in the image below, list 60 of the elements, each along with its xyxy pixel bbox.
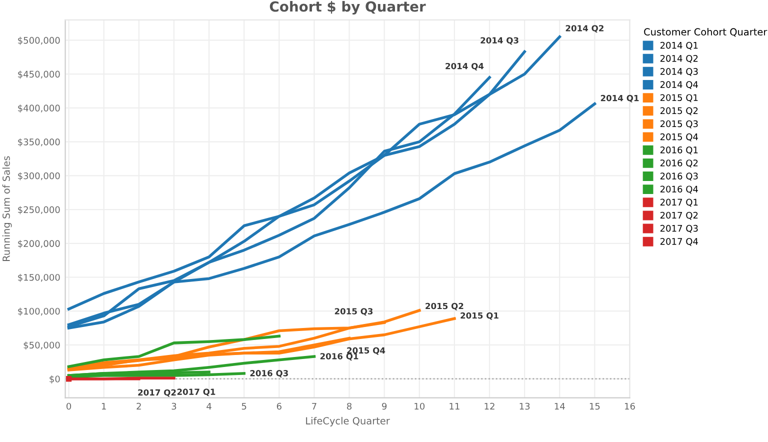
annotation: 2015 Q4 xyxy=(347,347,386,355)
x-tick-label: 15 xyxy=(590,402,600,410)
legend-label: 2014 Q2 xyxy=(660,54,698,63)
x-tick-label: 4 xyxy=(206,402,212,410)
legend-title: Customer Cohort Quarter xyxy=(644,28,768,37)
y-tick-label: $100,000 xyxy=(18,308,60,316)
x-tick-label: 6 xyxy=(276,402,282,410)
annotation: 2014 Q4 xyxy=(446,62,484,70)
y-tick-label: $350,000 xyxy=(18,138,60,147)
legend-label: 2017 Q2 xyxy=(660,212,698,220)
y-tick-label: $50,000 xyxy=(24,342,60,350)
x-tick-label: 2 xyxy=(136,402,141,410)
legend-label: 2015 Q4 xyxy=(660,133,698,142)
chart-title: Cohort $ by Quarter xyxy=(270,1,426,15)
legend-label: 2016 Q2 xyxy=(660,160,698,168)
y-tick-label: $400,000 xyxy=(18,104,60,113)
y-tick-label: $300,000 xyxy=(18,172,60,180)
annotation: 2014 Q2 xyxy=(566,25,604,32)
annotation: 2015 Q1 xyxy=(460,312,498,320)
legend-label: 2016 Q1 xyxy=(660,146,698,154)
y-tick-label: $0 xyxy=(50,375,60,384)
y-tick-label: $250,000 xyxy=(18,206,60,214)
x-tick-label: 7 xyxy=(312,402,316,410)
x-tick-label: 16 xyxy=(625,402,635,410)
annotation: 2016 Q3 xyxy=(250,370,288,378)
x-tick-label: 1 xyxy=(102,402,106,410)
x-tick-label: 5 xyxy=(242,402,246,410)
x-tick-label: 3 xyxy=(172,402,176,410)
annotation: 2015 Q3 xyxy=(334,308,373,316)
x-tick-label: 13 xyxy=(520,402,530,410)
legend-label: 2014 Q3 xyxy=(660,68,698,76)
annotation: 2014 Q3 xyxy=(480,37,518,45)
x-tick-label: 8 xyxy=(347,402,352,410)
y-tick-label: $450,000 xyxy=(18,70,60,79)
annotation: 2016 Q1 xyxy=(320,353,358,360)
legend-label: 2016 Q4 xyxy=(660,186,698,194)
x-tick-label: 10 xyxy=(414,402,425,410)
y-tick-label: $200,000 xyxy=(18,240,60,248)
legend-label: 2015 Q3 xyxy=(660,120,698,128)
y-tick-label: $500,000 xyxy=(18,36,60,45)
legend-label: 2017 Q1 xyxy=(660,198,698,207)
x-tick-label: 14 xyxy=(554,402,565,410)
legend-label: 2014 Q4 xyxy=(660,81,698,89)
y-tick-label: $150,000 xyxy=(18,274,60,282)
x-tick-label: 11 xyxy=(450,402,460,410)
annotation: 2017 Q2 xyxy=(138,389,176,397)
legend-label: 2017 Q3 xyxy=(660,224,698,233)
legend-label: 2014 Q1 xyxy=(660,42,698,50)
x-tick-label: 12 xyxy=(484,402,494,410)
annotation: 2014 Q1 xyxy=(600,94,639,102)
y-axis-title: Running Sum of Sales xyxy=(2,156,12,261)
legend-label: 2016 Q3 xyxy=(660,172,698,180)
legend-label: 2017 Q4 xyxy=(660,238,698,246)
legend-label: 2015 Q1 xyxy=(660,94,698,102)
x-axis-title: LifeCycle Quarter xyxy=(306,416,390,426)
annotation: 2015 Q2 xyxy=(426,302,464,310)
annotation: 2017 Q1 xyxy=(177,388,216,396)
legend-label: 2015 Q2 xyxy=(660,107,698,116)
x-tick-label: 0 xyxy=(66,402,72,410)
x-tick-label: 9 xyxy=(382,402,387,410)
